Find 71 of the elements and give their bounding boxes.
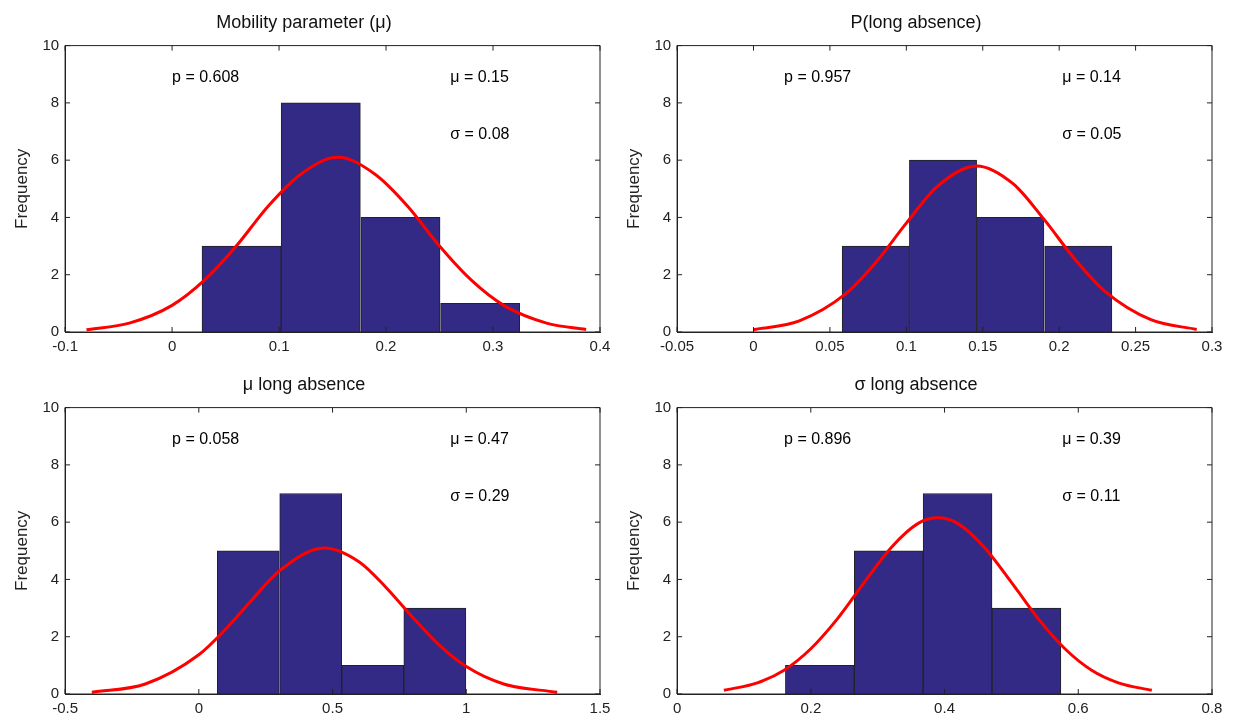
x-tick-label: 0.5 xyxy=(322,699,343,717)
y-tick-label: 10 xyxy=(654,35,672,53)
annotation: μ = 0.15 xyxy=(450,67,509,85)
y-tick-label: 6 xyxy=(50,150,60,168)
y-axis-title: Frequency xyxy=(623,510,643,591)
annotation: p = 0.957 xyxy=(784,67,852,85)
line-series xyxy=(90,546,559,694)
x-tick-label: 0 xyxy=(194,699,203,717)
annotation: p = 0.058 xyxy=(172,429,240,447)
y-tick-label: 8 xyxy=(50,93,60,111)
x-tick-label: 0.2 xyxy=(800,699,822,717)
y-tick-label: 0 xyxy=(50,684,60,702)
y-tick-label: 8 xyxy=(50,455,60,473)
x-tick-label: 0.3 xyxy=(1201,337,1223,355)
y-tick-label: 8 xyxy=(662,455,672,473)
chart-title: P(long absence) xyxy=(850,11,982,32)
y-tick-label: 6 xyxy=(662,512,672,530)
x-tick-label: 0 xyxy=(167,337,177,355)
x-tick-label: 0.15 xyxy=(968,337,998,355)
y-tick-label: 4 xyxy=(50,207,60,225)
annotation: μ = 0.47 xyxy=(450,429,509,447)
chart-title: σ long absence xyxy=(854,373,978,394)
y-tick-label: 0 xyxy=(50,322,60,340)
y-tick-label: 6 xyxy=(50,512,60,530)
x-tick-label: 0.4 xyxy=(934,699,955,717)
x-tick-label: -0.5 xyxy=(52,699,79,717)
y-tick-label: 6 xyxy=(662,150,672,168)
x-tick-label: 1 xyxy=(462,699,471,717)
annotation: σ = 0.29 xyxy=(450,486,510,504)
x-tick-label: 1.5 xyxy=(589,699,611,717)
y-tick-label: 8 xyxy=(662,93,672,111)
y-tick-label: 4 xyxy=(662,207,672,225)
y-tick-label: 2 xyxy=(662,626,672,644)
chart-title: μ long absence xyxy=(242,373,366,394)
y-tick-label: 4 xyxy=(662,569,672,587)
y-axis-title: Frequency xyxy=(623,148,643,229)
x-tick-label: 0.4 xyxy=(589,337,611,355)
annotation: μ = 0.14 xyxy=(1062,67,1121,85)
x-tick-label: 0.2 xyxy=(375,337,397,355)
y-tick-label: 10 xyxy=(654,397,672,415)
annotation: μ = 0.39 xyxy=(1062,429,1121,447)
x-tick-label: 0.1 xyxy=(268,337,290,355)
y-tick-label: 2 xyxy=(50,626,60,644)
y-tick-label: 0 xyxy=(662,684,672,702)
x-tick-label: -0.05 xyxy=(659,337,695,355)
annotation: p = 0.608 xyxy=(172,67,240,85)
y-tick-label: 4 xyxy=(50,569,60,587)
y-axis-title: Frequency xyxy=(11,148,31,229)
x-tick-label: 0.25 xyxy=(1120,337,1151,355)
annotation: p = 0.896 xyxy=(784,429,852,447)
x-tick-label: 0.8 xyxy=(1201,699,1223,717)
y-tick-label: 10 xyxy=(42,35,60,53)
y-axis-title: Frequency xyxy=(11,510,31,591)
x-tick-label: 0 xyxy=(749,337,758,355)
line-series xyxy=(752,164,1199,332)
y-tick-label: 0 xyxy=(662,322,672,340)
x-tick-label: 0.2 xyxy=(1048,337,1070,355)
chart-title: Mobility parameter (μ) xyxy=(216,11,392,32)
y-tick-label: 2 xyxy=(50,264,60,282)
x-tick-label: 0.6 xyxy=(1067,699,1089,717)
annotation: σ = 0.08 xyxy=(450,124,510,142)
x-tick-label: 0.1 xyxy=(895,337,917,355)
line-series xyxy=(84,155,588,332)
x-tick-label: 0.3 xyxy=(482,337,504,355)
x-tick-label: 0.05 xyxy=(815,337,845,355)
y-tick-label: 10 xyxy=(42,397,60,415)
y-tick-label: 2 xyxy=(662,264,672,282)
x-tick-label: -0.1 xyxy=(52,337,79,355)
line-series xyxy=(722,516,1154,692)
annotation: σ = 0.11 xyxy=(1062,486,1121,504)
annotation: σ = 0.05 xyxy=(1062,124,1122,142)
